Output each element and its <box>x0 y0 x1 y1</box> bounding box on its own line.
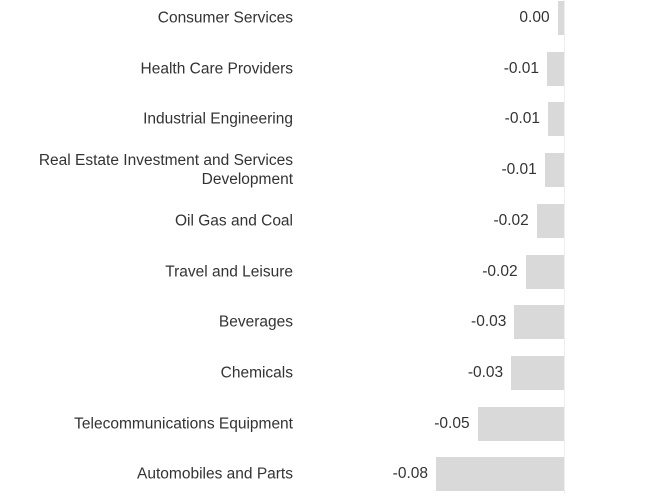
value-label: -0.05 <box>434 414 470 432</box>
category-label: Chemicals <box>220 364 293 382</box>
bar <box>514 305 564 340</box>
bar <box>477 406 564 441</box>
bar <box>436 457 564 492</box>
category-label: Industrial Engineering <box>143 110 293 128</box>
bar <box>557 1 564 35</box>
bar <box>536 203 564 238</box>
bar <box>511 355 564 390</box>
category-label: Travel and Leisure <box>165 263 293 280</box>
category-label: Automobiles and Parts <box>137 465 293 483</box>
bar <box>548 102 564 137</box>
zero-line <box>564 0 565 494</box>
value-label: -0.02 <box>482 262 518 280</box>
value-label: -0.01 <box>503 59 540 77</box>
value-label: 0.00 <box>519 9 550 26</box>
category-label: Telecommunications Equipment <box>74 415 293 433</box>
category-label: Beverages <box>218 313 293 331</box>
category-label: Consumer Services <box>157 9 293 27</box>
bar <box>544 153 564 188</box>
category-label: Real Estate Investment and Services Deve… <box>38 152 293 189</box>
bar <box>525 254 564 289</box>
value-label: -0.03 <box>471 313 507 331</box>
value-label: -0.08 <box>392 465 428 483</box>
bar <box>547 51 564 86</box>
value-label: -0.02 <box>493 211 529 229</box>
category-label: Health Care Providers <box>140 60 293 78</box>
value-label: -0.01 <box>504 110 540 128</box>
value-label: -0.01 <box>501 161 537 179</box>
category-label: Oil Gas and Coal <box>174 212 293 230</box>
value-label: -0.03 <box>467 363 504 381</box>
